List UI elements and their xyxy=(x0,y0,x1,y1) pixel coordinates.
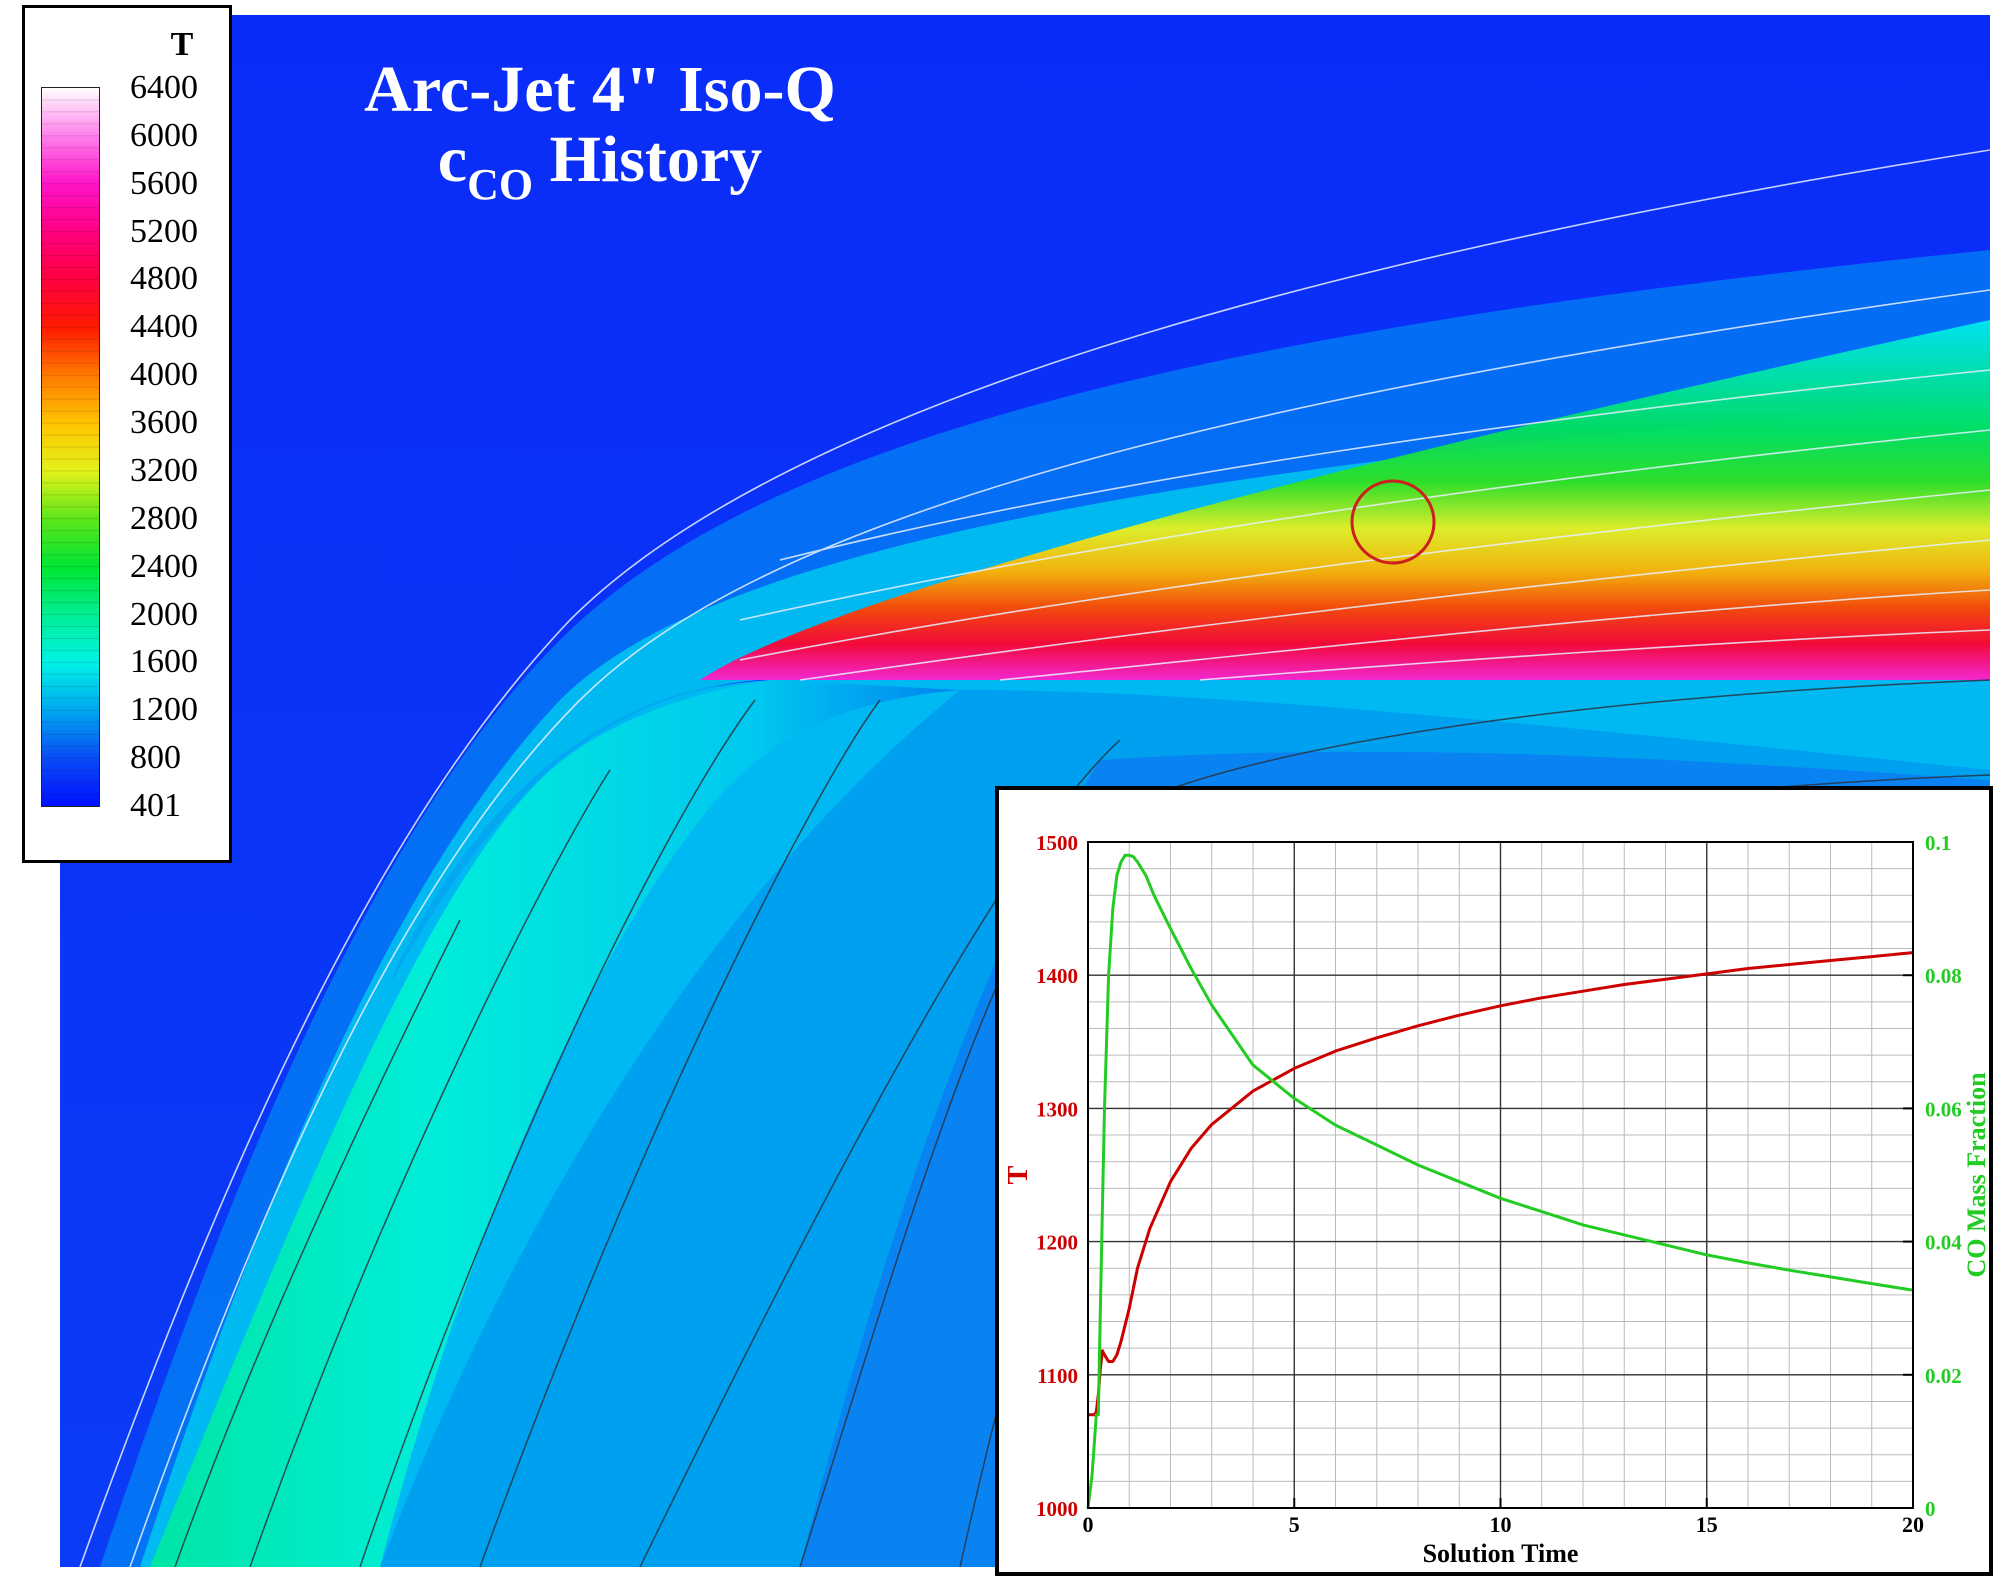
colorbar-label: 6000 xyxy=(130,116,198,154)
title-c: c xyxy=(437,123,468,196)
colorbar-label: 3600 xyxy=(130,404,198,442)
title-history: History xyxy=(533,123,763,196)
colorbar-label: 800 xyxy=(130,739,181,777)
y2-tick-label: 0.06 xyxy=(1925,1097,1962,1121)
inset-frame xyxy=(995,786,1993,1576)
colorbar-label: 4400 xyxy=(130,308,198,346)
y2-tick-label: 0 xyxy=(1925,1497,1936,1521)
probe-location-circle xyxy=(1350,479,1436,565)
co-mass-fraction-series-line xyxy=(1086,853,1914,1509)
y2-tick-label: 0.02 xyxy=(1925,1364,1962,1388)
colorbar-legend: T 6400 6000 5600 5200 4800 4400 4000 3600 3200 28… xyxy=(22,5,232,863)
title-co-subscript: CO xyxy=(467,160,534,209)
plot-title-line-2: cCO History xyxy=(330,122,870,210)
colorbar-label: 2400 xyxy=(130,547,198,585)
x-tick-label: 5 xyxy=(1289,1512,1300,1537)
y1-tick-label: 1400 xyxy=(1036,964,1078,988)
colorbar-gradient xyxy=(41,87,100,807)
inset-chart: 0 5 10 15 20 1000 1100 1200 1300 1400 1500 0 0.02 0.0… xyxy=(995,786,1993,1576)
y2-tick-label: 0.08 xyxy=(1925,964,1962,988)
t-series-line xyxy=(1088,951,1914,1417)
y1-tick-label: 1100 xyxy=(1037,1364,1078,1388)
colorbar-label: 4000 xyxy=(130,356,198,394)
colorbar-fill xyxy=(42,88,99,806)
x-tick-label: 0 xyxy=(1083,1512,1094,1537)
colorbar-label: 4800 xyxy=(130,260,198,298)
colorbar-label: 2000 xyxy=(130,595,198,633)
chart-axes: 0 5 10 15 20 1000 1100 1200 1300 1400 1500 0 0.02 0.0… xyxy=(1003,831,1991,1568)
chart-grid xyxy=(1087,841,1914,1509)
y2-axis-label: CO Mass Fraction xyxy=(1962,1072,1991,1278)
colorbar-label: 5200 xyxy=(130,212,198,250)
y1-tick-label: 1500 xyxy=(1036,831,1078,855)
y1-tick-label: 1000 xyxy=(1036,1497,1078,1521)
colorbar-label: 1600 xyxy=(130,643,198,681)
colorbar-label: 6400 xyxy=(130,69,198,106)
colorbar-label: 5600 xyxy=(130,164,198,202)
plot-title-line-1: Arc-Jet 4" Iso-Q xyxy=(364,53,836,126)
colorbar-variable: T xyxy=(170,26,194,63)
y2-tick-label: 0.1 xyxy=(1925,831,1951,855)
colorbar-label: 3200 xyxy=(130,451,198,489)
x-tick-label: 15 xyxy=(1696,1512,1718,1537)
chart-series xyxy=(1086,853,1914,1509)
y1-tick-label: 1300 xyxy=(1036,1097,1078,1121)
y1-axis-label: T xyxy=(1003,1165,1034,1184)
x-tick-label: 20 xyxy=(1902,1512,1924,1537)
y2-tick-label: 0.04 xyxy=(1925,1231,1962,1255)
x-axis-label: Solution Time xyxy=(1423,1539,1579,1568)
colorbar-label: 1200 xyxy=(130,691,198,729)
colorbar-label: 401 xyxy=(130,787,181,824)
colorbar-label: 2800 xyxy=(130,499,198,537)
x-tick-label: 10 xyxy=(1490,1512,1512,1537)
y1-tick-label: 1200 xyxy=(1036,1231,1078,1255)
